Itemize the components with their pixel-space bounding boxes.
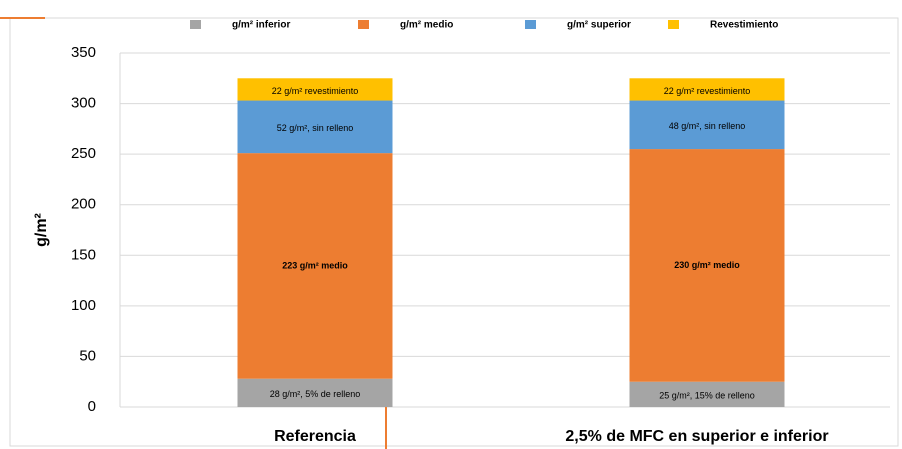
chart-frame (9, 17, 899, 447)
bar-segment (629, 100, 785, 150)
bar-segment (237, 378, 393, 407)
data-label: 22 g/m² revestimiento (664, 86, 751, 96)
legend-label: g/m² superior (567, 20, 631, 31)
bar-segment (629, 381, 785, 407)
y-tick-label: 100 (71, 297, 96, 314)
x-tick-label: Referencia (274, 428, 356, 445)
legend-label: g/m² medio (400, 20, 453, 31)
data-label: 28 g/m², 5% de relleno (270, 389, 361, 399)
y-tick-label: 50 (79, 347, 96, 364)
legend-swatch (358, 20, 369, 29)
data-label: 25 g/m², 15% de relleno (659, 391, 755, 401)
bar-segment (237, 153, 393, 379)
data-label: 22 g/m² revestimiento (272, 86, 359, 96)
legend-swatch (668, 20, 679, 29)
y-tick-label: 300 (71, 95, 96, 112)
y-tick-label: 0 (88, 398, 96, 415)
y-tick-label: 250 (71, 145, 96, 162)
y-tick-label: 200 (71, 196, 96, 213)
bar-segment (629, 149, 785, 382)
legend-label: Revestimiento (710, 20, 778, 31)
bar-segment (237, 100, 393, 154)
legend-label: g/m² inferior (232, 20, 290, 31)
data-label: 230 g/m² medio (674, 260, 740, 270)
bar-segment (629, 78, 785, 101)
y-axis-label: g/m² (33, 213, 50, 247)
y-tick-label: 350 (71, 44, 96, 61)
legend-swatch (525, 20, 536, 29)
data-label: 52 g/m², sin relleno (277, 123, 354, 133)
bar-segment (237, 78, 393, 101)
data-label: 48 g/m², sin relleno (669, 121, 746, 131)
legend-swatch (190, 20, 201, 29)
data-label: 223 g/m² medio (282, 260, 348, 270)
x-tick-label: 2,5% de MFC en superior e inferior (565, 428, 828, 445)
y-tick-label: 150 (71, 246, 96, 263)
